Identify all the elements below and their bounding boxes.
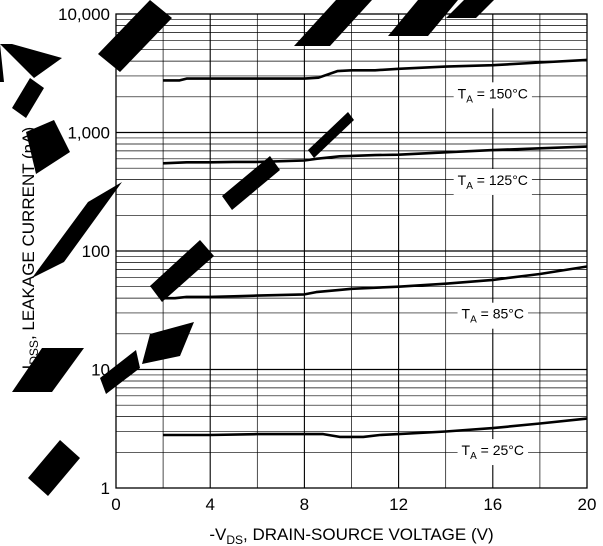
watermark-glyph-fragment xyxy=(12,348,84,392)
watermark-glyph-s xyxy=(222,156,280,210)
series-label-background xyxy=(457,439,529,466)
x-tick-label: 16 xyxy=(483,495,502,514)
series-label-background xyxy=(457,302,529,329)
series-line-2 xyxy=(163,145,588,165)
y-tick-label: 10,000 xyxy=(58,5,110,24)
x-axis-title: -VDS, DRAIN-SOURCE VOLTAGE (V) xyxy=(209,525,493,546)
watermark-glyph-fragment-3 xyxy=(12,78,44,118)
watermark xyxy=(0,0,494,496)
watermark-glyph-i2 xyxy=(308,112,354,158)
x-axis-title-subscript: DS xyxy=(226,533,243,546)
y-tick-label: 1,000 xyxy=(67,124,110,143)
watermark-glyph-g xyxy=(142,322,194,364)
x-tick-label: 0 xyxy=(111,495,120,514)
series-line-1 xyxy=(163,58,588,82)
series-labels: TA = 150°C TA = 125°C TA = 85°C TA = 25°C xyxy=(453,82,532,466)
watermark-glyph-e2 xyxy=(150,240,214,302)
watermark-glyph-r xyxy=(26,120,70,174)
watermark-glyph-d xyxy=(32,182,122,278)
series-label: TA = 150°C xyxy=(458,85,528,105)
series-label-background xyxy=(453,82,532,109)
x-tick-label: 8 xyxy=(300,495,309,514)
y-tick-label: 100 xyxy=(82,242,110,261)
y-tick-label: 1 xyxy=(101,479,110,498)
watermark-glyph-fragment-2 xyxy=(28,440,80,496)
watermark-glyph-n-tail xyxy=(446,0,494,18)
series-label: TA = 25°C xyxy=(462,442,524,462)
series-label-background xyxy=(453,168,532,195)
watermark-glyph-n xyxy=(388,0,458,36)
watermark-glyph-i xyxy=(294,0,372,46)
x-tick-label: 12 xyxy=(389,495,408,514)
watermark-glyph-n2 xyxy=(100,350,140,394)
series-label: TA = 125°C xyxy=(458,172,528,192)
watermark-glyph-e xyxy=(98,0,172,72)
x-tick-label: 20 xyxy=(578,495,597,514)
series-group xyxy=(163,58,588,439)
series-line-3 xyxy=(163,265,588,300)
watermark-glyph-p xyxy=(0,44,62,82)
x-tick-label: 4 xyxy=(205,495,214,514)
series-line-4 xyxy=(163,417,588,439)
series-label: TA = 85°C xyxy=(462,306,524,326)
